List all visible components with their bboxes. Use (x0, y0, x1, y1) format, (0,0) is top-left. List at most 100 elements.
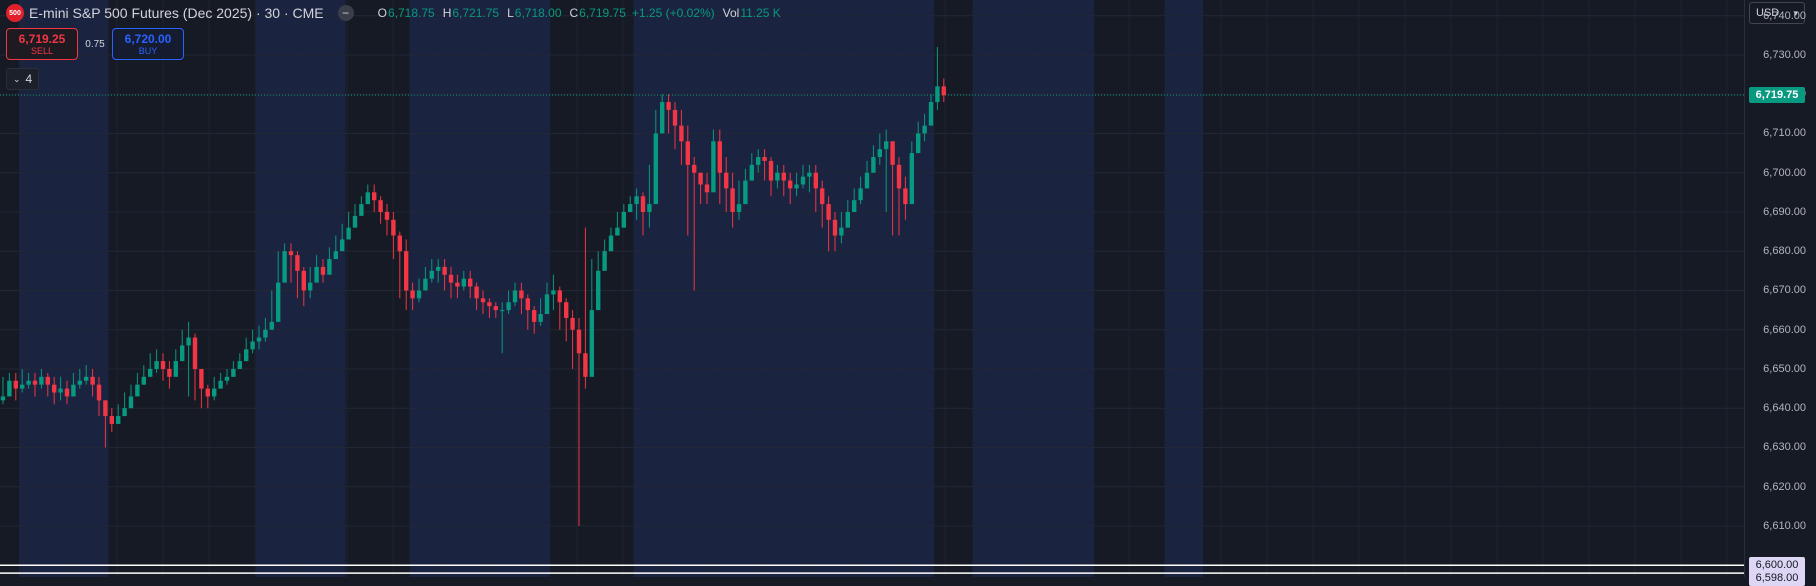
high-key: H (442, 6, 452, 20)
candle-body-80 (512, 290, 518, 303)
candle-body-74 (474, 286, 479, 299)
candle-body-97 (621, 211, 626, 228)
candle-body-13 (84, 376, 89, 381)
candle-body-0 (0, 396, 6, 401)
candle-body-114 (730, 188, 735, 212)
candle-body-101 (647, 204, 652, 212)
candle-body-118 (756, 157, 761, 165)
candle-body-84 (538, 314, 543, 322)
candle-body-48 (308, 282, 313, 291)
price-tick-label: 6,680.00 (1763, 245, 1806, 258)
chevron-down-icon: ⌄ (13, 73, 21, 84)
candle-body-78 (500, 310, 505, 312)
candle-body-54 (346, 227, 351, 240)
candle-body-47 (301, 270, 306, 291)
candle-body-95 (608, 235, 614, 252)
chart-pane[interactable]: 500 E-mini S&P 500 Futures (Dec 2025) · … (0, 0, 1744, 577)
candle-body-144 (922, 125, 927, 134)
candle-body-89 (570, 317, 575, 330)
candle-body-146 (935, 86, 940, 103)
currency-label: USD (1756, 7, 1780, 19)
candle-body-86 (551, 290, 556, 295)
level-badge-lower: 6,598.00 (1749, 570, 1805, 586)
candle-body-107 (685, 141, 690, 165)
candle-body-94 (602, 251, 607, 271)
candle-body-91 (583, 353, 588, 377)
volume-value: 11.25 K (740, 6, 781, 20)
candle-body-43 (276, 282, 281, 322)
candle-body-92 (589, 310, 594, 377)
candle-body-25 (160, 361, 166, 369)
candlestick-chart[interactable] (0, 0, 1744, 577)
candle-body-22 (141, 376, 146, 385)
high-value: 6,721.75 (452, 6, 500, 20)
buy-button[interactable]: 6,720.00 BUY (112, 28, 184, 60)
currency-select[interactable]: USD ▾ (1749, 2, 1805, 24)
candle-body-28 (180, 345, 185, 362)
candle-body-104 (666, 102, 671, 110)
candle-body-38 (244, 349, 249, 362)
candle-body-50 (320, 266, 326, 275)
candle-body-5 (32, 380, 38, 385)
candle-body-141 (903, 188, 908, 205)
session-shade-0 (19, 0, 109, 577)
candle-body-49 (314, 266, 319, 283)
candle-body-110 (704, 184, 710, 193)
candle-body-9 (58, 388, 63, 393)
minus-icon[interactable]: − (337, 5, 354, 21)
candle-body-73 (468, 278, 473, 287)
candle-body-109 (698, 172, 703, 185)
candle-body-66 (423, 278, 428, 291)
candle-body-39 (250, 341, 255, 350)
candle-body-58 (372, 192, 377, 201)
price-tick-label: 6,650.00 (1763, 362, 1806, 375)
candle-body-79 (506, 302, 511, 311)
candle-body-10 (64, 388, 70, 397)
price-tick-label: 6,660.00 (1763, 323, 1806, 336)
close-value: 6,719.75 (579, 6, 626, 20)
candle-body-137 (877, 149, 882, 158)
candle-body-85 (544, 294, 550, 315)
indicators-toggle-button[interactable]: ⌄ 4 (6, 68, 40, 90)
symbol-legend: 500 E-mini S&P 500 Futures (Dec 2025) · … (6, 3, 781, 23)
candle-body-147 (941, 86, 946, 96)
candle-body-82 (525, 298, 530, 311)
candle-body-136 (871, 157, 876, 173)
candle-body-72 (461, 278, 466, 287)
candle-body-14 (90, 376, 95, 385)
open-value: 6,718.75 (387, 6, 435, 20)
symbol-title[interactable]: E-mini S&P 500 Futures (Dec 2025) · 30 ·… (29, 5, 324, 21)
price-tick-label: 6,670.00 (1763, 284, 1806, 297)
candle-body-100 (640, 196, 646, 212)
volume-key: Vol (722, 6, 740, 20)
candle-body-113 (724, 172, 729, 189)
candle-body-62 (397, 235, 402, 252)
candle-body-103 (660, 102, 665, 134)
candle-body-119 (762, 157, 767, 161)
price-axis[interactable]: USD ▾ 6,740.006,730.006,720.006,710.006,… (1744, 0, 1816, 586)
candle-body-61 (391, 219, 396, 236)
candle-body-135 (864, 172, 870, 189)
candle-body-88 (564, 302, 569, 318)
candle-body-27 (173, 361, 178, 377)
candle-body-140 (896, 164, 902, 189)
candle-body-55 (352, 215, 358, 228)
candle-body-32 (205, 388, 210, 397)
candle-body-53 (340, 239, 345, 252)
candle-body-30 (192, 337, 198, 369)
sell-button[interactable]: 6,719.25 SELL (6, 28, 78, 60)
candle-body-132 (845, 211, 850, 228)
candle-body-77 (493, 306, 498, 311)
candle-body-21 (135, 384, 140, 397)
candle-body-36 (231, 368, 236, 377)
candle-body-2 (13, 380, 18, 389)
chevron-down-icon: ▾ (1793, 8, 1798, 18)
price-tick-label: 6,610.00 (1763, 519, 1806, 532)
candle-body-15 (96, 384, 102, 401)
candle-body-67 (429, 270, 434, 279)
candle-body-45 (288, 251, 294, 256)
price-tick-label: 6,690.00 (1763, 205, 1806, 218)
candle-body-130 (832, 219, 838, 236)
candle-body-133 (852, 200, 857, 212)
candle-body-139 (890, 141, 895, 165)
